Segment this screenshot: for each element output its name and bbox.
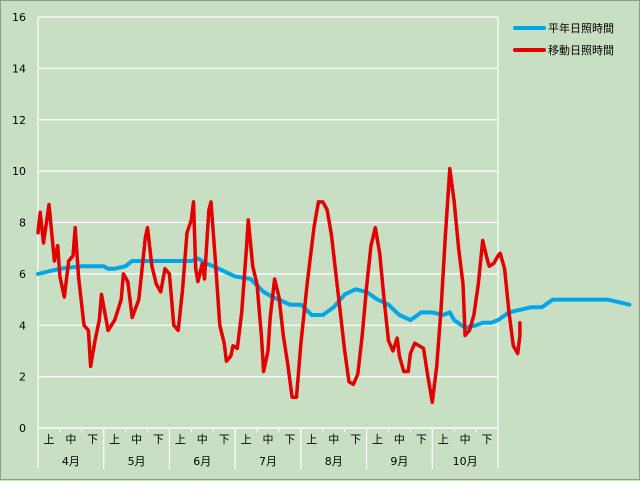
y-tick-label: 6 (19, 268, 26, 281)
x-dekad-label: 上 (372, 433, 383, 446)
x-month-label: 10月 (453, 455, 478, 468)
x-dekad-label: 上 (109, 433, 120, 446)
x-month-label: 7月 (259, 455, 277, 468)
x-month-label: 8月 (325, 455, 343, 468)
y-tick-label: 4 (19, 319, 26, 332)
x-month-label: 4月 (62, 455, 80, 468)
series-layer (36, 166, 632, 405)
x-dekad-label: 下 (482, 433, 493, 446)
x-dekad-label: 上 (241, 433, 252, 446)
x-dekad-label: 上 (43, 433, 54, 446)
x-dekad-label: 上 (438, 433, 449, 446)
x-dekad-label: 下 (416, 433, 427, 446)
y-tick-label: 16 (12, 11, 26, 24)
y-axis-ticks: 0 2 4 6 8 10 12 14 16 (12, 11, 26, 435)
x-dekad-label: 中 (131, 433, 142, 446)
x-dekad-label: 下 (153, 433, 164, 446)
x-dekad-label: 下 (284, 433, 295, 446)
legend-label-0: 平年日照時間 (548, 21, 614, 35)
y-tick-label: 12 (12, 114, 26, 127)
legend-label-1: 移動日照時間 (548, 43, 614, 57)
x-dekad-label: 上 (306, 433, 317, 446)
x-dekad-label: 中 (460, 433, 471, 446)
x-dekad-label: 上 (175, 433, 186, 446)
x-dekad-label: 中 (263, 433, 274, 446)
y-tick-label: 14 (12, 62, 26, 75)
x-month-label: 9月 (390, 455, 408, 468)
y-tick-label: 10 (12, 165, 26, 178)
x-dekad-label: 中 (394, 433, 405, 446)
y-tick-label: 2 (19, 371, 26, 384)
x-dekad-label: 下 (87, 433, 98, 446)
x-dekad-label: 中 (65, 433, 76, 446)
x-dekad-label: 下 (350, 433, 361, 446)
gridlines (37, 16, 499, 429)
x-dekad-label: 中 (328, 433, 339, 446)
y-tick-label: 0 (19, 422, 26, 435)
series-line-1 (36, 166, 522, 405)
y-tick-label: 8 (19, 217, 26, 230)
x-month-label: 5月 (128, 455, 146, 468)
x-month-label: 6月 (193, 455, 211, 468)
x-dekad-label: 中 (197, 433, 208, 446)
x-axis: 上中下上中下上中下上中下上中下上中下上中下4月 5月 6月 7月 8月 9月 10月 (37, 427, 499, 469)
x-dekad-label: 下 (219, 433, 230, 446)
